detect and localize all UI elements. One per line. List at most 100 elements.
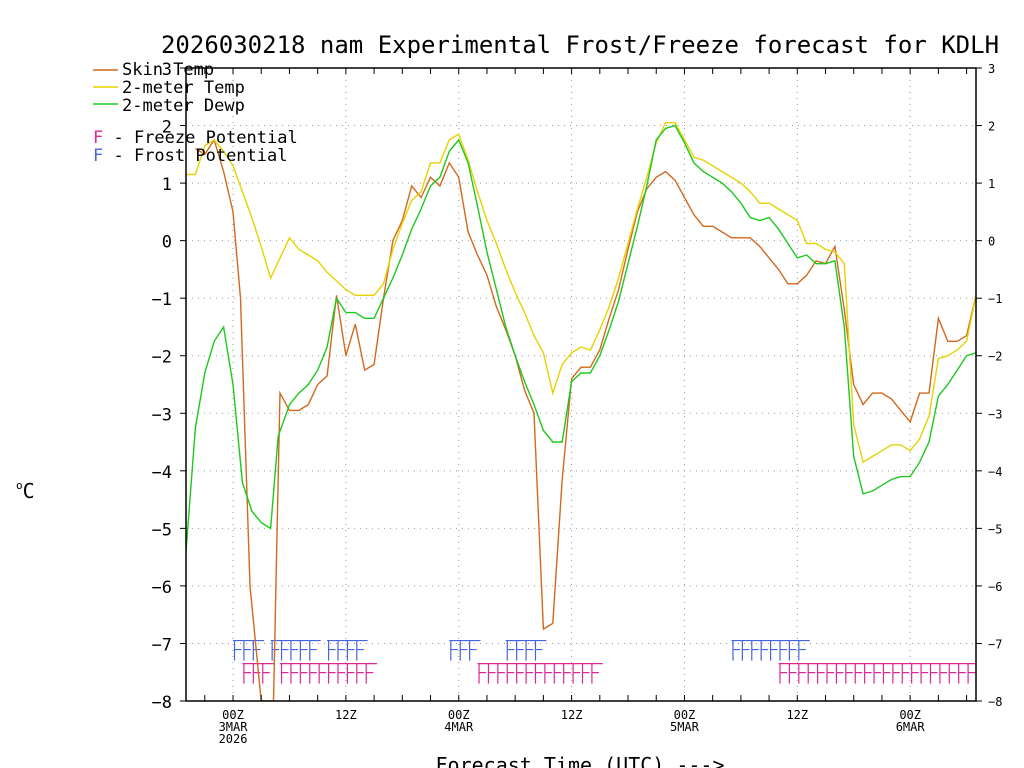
legend-freeze-symbol: F bbox=[93, 128, 103, 148]
y-tick-label-left: −4 bbox=[152, 463, 172, 483]
y-tick-label-left: 2 bbox=[162, 118, 172, 138]
y-tick-label-right: 3 bbox=[988, 62, 995, 76]
y-tick-label-left: −7 bbox=[152, 635, 172, 655]
freeze-mark bbox=[290, 663, 298, 684]
x-tick-date: 6MAR bbox=[896, 720, 926, 734]
freeze-mark bbox=[243, 663, 251, 684]
legend-frost: F - Frost Potential bbox=[93, 146, 287, 166]
frost-mark bbox=[741, 640, 750, 661]
freeze-mark bbox=[967, 663, 976, 684]
x-tick-label: 12Z bbox=[786, 708, 808, 722]
x-axis-label: Forecast Time (UTC) ---> bbox=[436, 753, 725, 768]
freeze-mark bbox=[920, 663, 929, 684]
frost-mark bbox=[299, 640, 308, 661]
freeze-mark bbox=[788, 663, 797, 684]
freeze-mark bbox=[497, 663, 505, 684]
y-tick-label-right: 2 bbox=[988, 120, 995, 134]
freeze-mark bbox=[506, 663, 515, 684]
freeze-mark bbox=[553, 663, 562, 684]
freeze-mark bbox=[798, 663, 806, 684]
freeze-mark bbox=[478, 663, 487, 684]
x-tick-label: 00Z bbox=[222, 708, 244, 722]
freeze-mark bbox=[262, 663, 270, 684]
freeze-mark bbox=[516, 663, 524, 684]
freeze-mark bbox=[882, 663, 891, 684]
freeze-mark bbox=[892, 663, 900, 684]
freeze-mark bbox=[544, 663, 552, 684]
frost-mark bbox=[534, 640, 543, 661]
frost-mark bbox=[290, 640, 298, 661]
freeze-mark bbox=[337, 663, 345, 684]
y-tick-label-right: −4 bbox=[988, 465, 1002, 479]
x-tick-date: 4MAR bbox=[444, 720, 474, 734]
y-axis-label-degree: o bbox=[16, 479, 23, 492]
freeze-mark bbox=[958, 663, 966, 684]
y-tick-label-right: −2 bbox=[988, 350, 1002, 364]
y-tick-label-left: 0 bbox=[162, 233, 172, 253]
freeze-mark bbox=[487, 663, 496, 684]
legend-freeze: F - Freeze Potential bbox=[93, 128, 298, 148]
legend-skin-label: Skin Temp bbox=[122, 60, 214, 80]
frost-mark bbox=[798, 640, 806, 661]
freeze-mark bbox=[299, 663, 308, 684]
frost-mark bbox=[760, 640, 769, 661]
series-line-temp bbox=[186, 122, 976, 464]
y-tick-label-right: −3 bbox=[988, 407, 1002, 421]
frost-mark bbox=[346, 640, 355, 661]
freeze-mark bbox=[901, 663, 910, 684]
legend-dewp-label: 2-meter Dewp bbox=[122, 96, 245, 116]
y-tick-label-left: 3 bbox=[162, 60, 172, 80]
legend-temp-label: 2-meter Temp bbox=[122, 78, 245, 98]
x-tick-label: 12Z bbox=[335, 708, 357, 722]
chart-title: 2026030218 nam Experimental Frost/Freeze… bbox=[161, 31, 999, 59]
freeze-mark bbox=[939, 663, 947, 684]
freeze-mark bbox=[280, 663, 289, 684]
freeze-mark bbox=[779, 663, 787, 684]
y-tick-label-right: −1 bbox=[988, 292, 1002, 306]
freeze-mark bbox=[864, 663, 872, 684]
freeze-mark bbox=[911, 663, 919, 684]
y-tick-label-right: 0 bbox=[988, 235, 995, 249]
y-tick-label-right: −8 bbox=[988, 695, 1002, 709]
frost-mark bbox=[327, 640, 336, 661]
x-tick-date: 5MAR bbox=[670, 720, 700, 734]
y-tick-label-left: −1 bbox=[152, 290, 172, 310]
series-line-dewp bbox=[186, 124, 976, 552]
frost-mark bbox=[525, 640, 534, 661]
frost-mark bbox=[280, 640, 289, 661]
y-tick-label-left: −5 bbox=[152, 520, 172, 540]
frost-mark bbox=[450, 640, 458, 661]
y-axis-label: oC bbox=[16, 479, 35, 503]
freeze-mark bbox=[327, 663, 336, 684]
frost-mark bbox=[788, 640, 797, 661]
y-tick-label-left: −2 bbox=[152, 348, 172, 368]
freeze-mark bbox=[854, 663, 863, 684]
frost-mark bbox=[309, 640, 317, 661]
frost-mark bbox=[779, 640, 787, 661]
freeze-mark bbox=[318, 663, 327, 684]
legend-frost-label: - Frost Potential bbox=[103, 146, 287, 166]
freeze-mark bbox=[929, 663, 938, 684]
frost-mark bbox=[769, 640, 778, 661]
x-tick-label: 00Z bbox=[448, 708, 470, 722]
frost-mark bbox=[459, 640, 468, 661]
freeze-mark bbox=[948, 663, 957, 684]
frost-mark bbox=[337, 640, 345, 661]
frost-mark bbox=[233, 640, 242, 661]
freeze-mark bbox=[817, 663, 825, 684]
freeze-mark bbox=[309, 663, 317, 684]
y-tick-label-right: 1 bbox=[988, 177, 995, 191]
freeze-mark bbox=[591, 663, 599, 684]
y-axis-label-unit: C bbox=[23, 479, 35, 503]
freeze-mark bbox=[525, 663, 534, 684]
y-axis: −8 −8 −7 −7 −6 −6 −5 −5 −4 −4 −3 −3 −2 −2 −1 −1 0 0 1 1 2 2 3 3 bbox=[152, 60, 1003, 713]
y-tick-label-left: −8 bbox=[152, 693, 172, 713]
plot-frame bbox=[185, 67, 977, 702]
freeze-mark bbox=[835, 663, 844, 684]
legend-frost-symbol: F bbox=[93, 146, 103, 166]
freeze-mark bbox=[563, 663, 571, 684]
y-tick-label-right: −7 bbox=[988, 637, 1002, 651]
frost-mark bbox=[506, 640, 515, 661]
frost-mark bbox=[469, 640, 477, 661]
